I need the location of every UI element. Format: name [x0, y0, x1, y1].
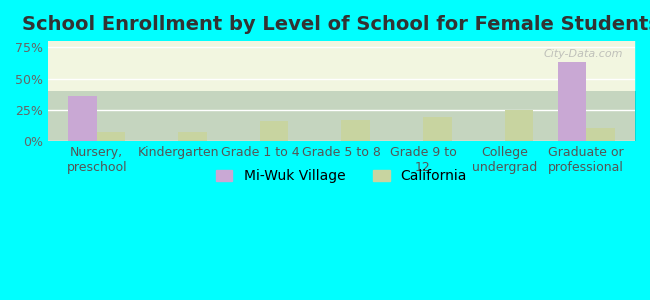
Bar	[504, 110, 533, 141]
Bar	[341, 120, 370, 141]
Bar	[97, 132, 125, 141]
Bar	[423, 117, 452, 141]
Bar	[260, 121, 289, 141]
Bar	[68, 96, 97, 141]
Bar	[586, 128, 615, 141]
Bar	[558, 62, 586, 141]
Bar	[178, 132, 207, 141]
Legend: Mi-Wuk Village, California: Mi-Wuk Village, California	[210, 164, 473, 189]
Text: City-Data.com: City-Data.com	[544, 49, 623, 59]
Title: School Enrollment by Level of School for Female Students: School Enrollment by Level of School for…	[23, 15, 650, 34]
